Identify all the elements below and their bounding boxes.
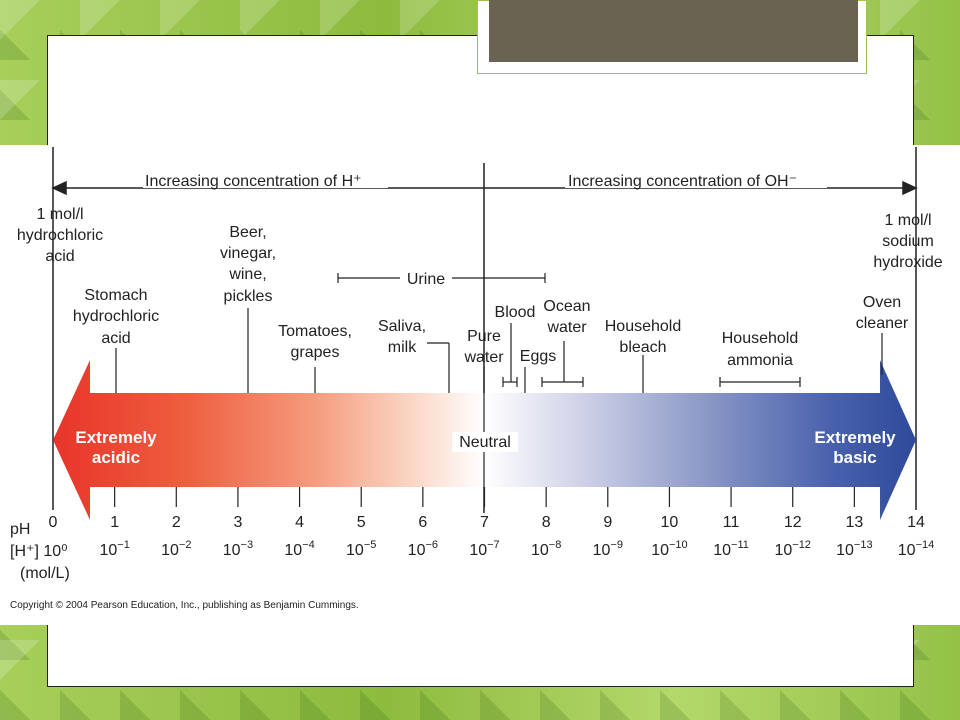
- h-conc-value-9: 10−9: [593, 539, 623, 559]
- h-conc-value-6: 10−6: [408, 539, 438, 559]
- beer-label-2: vinegar,: [220, 245, 276, 262]
- h-conc-value-14: 10−14: [898, 539, 934, 559]
- extremely-basic-line1: Extremely: [814, 428, 896, 447]
- naoh-label-2: sodium: [882, 233, 934, 250]
- pure-water-label-2: water: [463, 349, 504, 366]
- ph-value-1: 1: [110, 514, 119, 531]
- h-conc-value-12: 10−12: [774, 539, 810, 559]
- ph-value-0: 0: [49, 514, 58, 531]
- hcl-label-1: 1 mol/l: [36, 206, 83, 223]
- h-conc-value-2: 10−2: [161, 539, 191, 559]
- h-conc-value-11: 10−11: [713, 539, 749, 559]
- h-conc-value-13: 10−13: [836, 539, 872, 559]
- h-conc-value-4: 10−4: [284, 539, 314, 559]
- ph-row-label: pH: [10, 521, 30, 538]
- oven-label-2: cleaner: [856, 315, 909, 332]
- substance-labels: 1 mol/l hydrochloric acid 1 mol/l sodium…: [17, 206, 943, 369]
- tomatoes-label-1: Tomatoes,: [278, 323, 352, 340]
- bleach-label-1: Household: [605, 318, 682, 335]
- beer-label-1: Beer,: [229, 224, 266, 241]
- h-conc-value-10: 10−10: [651, 539, 687, 559]
- hcl-label-2: hydrochloric: [17, 227, 103, 244]
- extremely-basic-line2: basic: [833, 448, 876, 467]
- ammonia-label-1: Household: [722, 330, 799, 347]
- ocean-label-2: water: [546, 319, 587, 336]
- eggs-label: Eggs: [520, 348, 556, 365]
- beer-label-3: wine,: [228, 266, 266, 283]
- naoh-label-1: 1 mol/l: [884, 212, 931, 229]
- stomach-label-2: hydrochloric: [73, 308, 159, 325]
- urine-label: Urine: [407, 271, 445, 288]
- beer-label-4: pickles: [224, 288, 273, 305]
- ph-value-12: 12: [784, 514, 802, 531]
- saliva-label-2: milk: [388, 339, 417, 356]
- ph-value-3: 3: [233, 514, 242, 531]
- pure-water-label-1: Pure: [467, 328, 501, 345]
- ammonia-label-2: ammonia: [727, 352, 793, 369]
- naoh-label-3: hydroxide: [873, 254, 942, 271]
- title-placeholder-bar: [489, 0, 858, 62]
- ocean-label-1: Ocean: [543, 298, 590, 315]
- ph-value-14: 14: [907, 514, 925, 531]
- stomach-label-1: Stomach: [84, 287, 147, 304]
- ph-scale-svg: Increasing concentration of H⁺ Increasin…: [10, 147, 943, 611]
- h-conc-value-1: 10−1: [99, 539, 129, 559]
- ph-value-7: 7: [480, 514, 489, 531]
- ph-value-2: 2: [172, 514, 181, 531]
- ph-value-6: 6: [418, 514, 427, 531]
- blood-label: Blood: [495, 304, 536, 321]
- extremely-acidic-line1: Extremely: [75, 428, 157, 447]
- h-conc-row-label: [H⁺] 10⁰: [10, 543, 68, 560]
- ph-value-9: 9: [603, 514, 612, 531]
- h-conc-value-3: 10−3: [223, 539, 253, 559]
- h-conc-value-7: 10−7: [469, 539, 499, 559]
- tomatoes-label-2: grapes: [291, 344, 340, 361]
- ph-scale-row: 0 110−1210−2310−3410−4510−5610−6710−7810−…: [49, 487, 934, 559]
- hcl-label-3: acid: [45, 248, 74, 265]
- neutral-label: Neutral: [459, 434, 511, 451]
- extremely-acidic-line2: acidic: [92, 448, 140, 467]
- ph-scale-diagram: Increasing concentration of H⁺ Increasin…: [0, 145, 960, 625]
- stomach-label-3: acid: [101, 330, 130, 347]
- saliva-label-1: Saliva,: [378, 318, 426, 335]
- ph-value-10: 10: [661, 514, 679, 531]
- h-conc-value-5: 10−5: [346, 539, 376, 559]
- ph-value-5: 5: [357, 514, 366, 531]
- ph-value-4: 4: [295, 514, 304, 531]
- ph-value-11: 11: [723, 514, 740, 531]
- oven-label-1: Oven: [863, 294, 901, 311]
- copyright-text: Copyright © 2004 Pearson Education, Inc.…: [10, 600, 359, 611]
- bleach-label-2: bleach: [619, 339, 666, 356]
- ph-value-13: 13: [845, 514, 863, 531]
- h-concentration-label: Increasing concentration of H⁺: [145, 173, 362, 190]
- oh-concentration-label: Increasing concentration of OH⁻: [568, 173, 797, 190]
- ph-value-8: 8: [542, 514, 551, 531]
- h-conc-value-8: 10−8: [531, 539, 561, 559]
- unit-row-label: (mol/L): [20, 565, 70, 582]
